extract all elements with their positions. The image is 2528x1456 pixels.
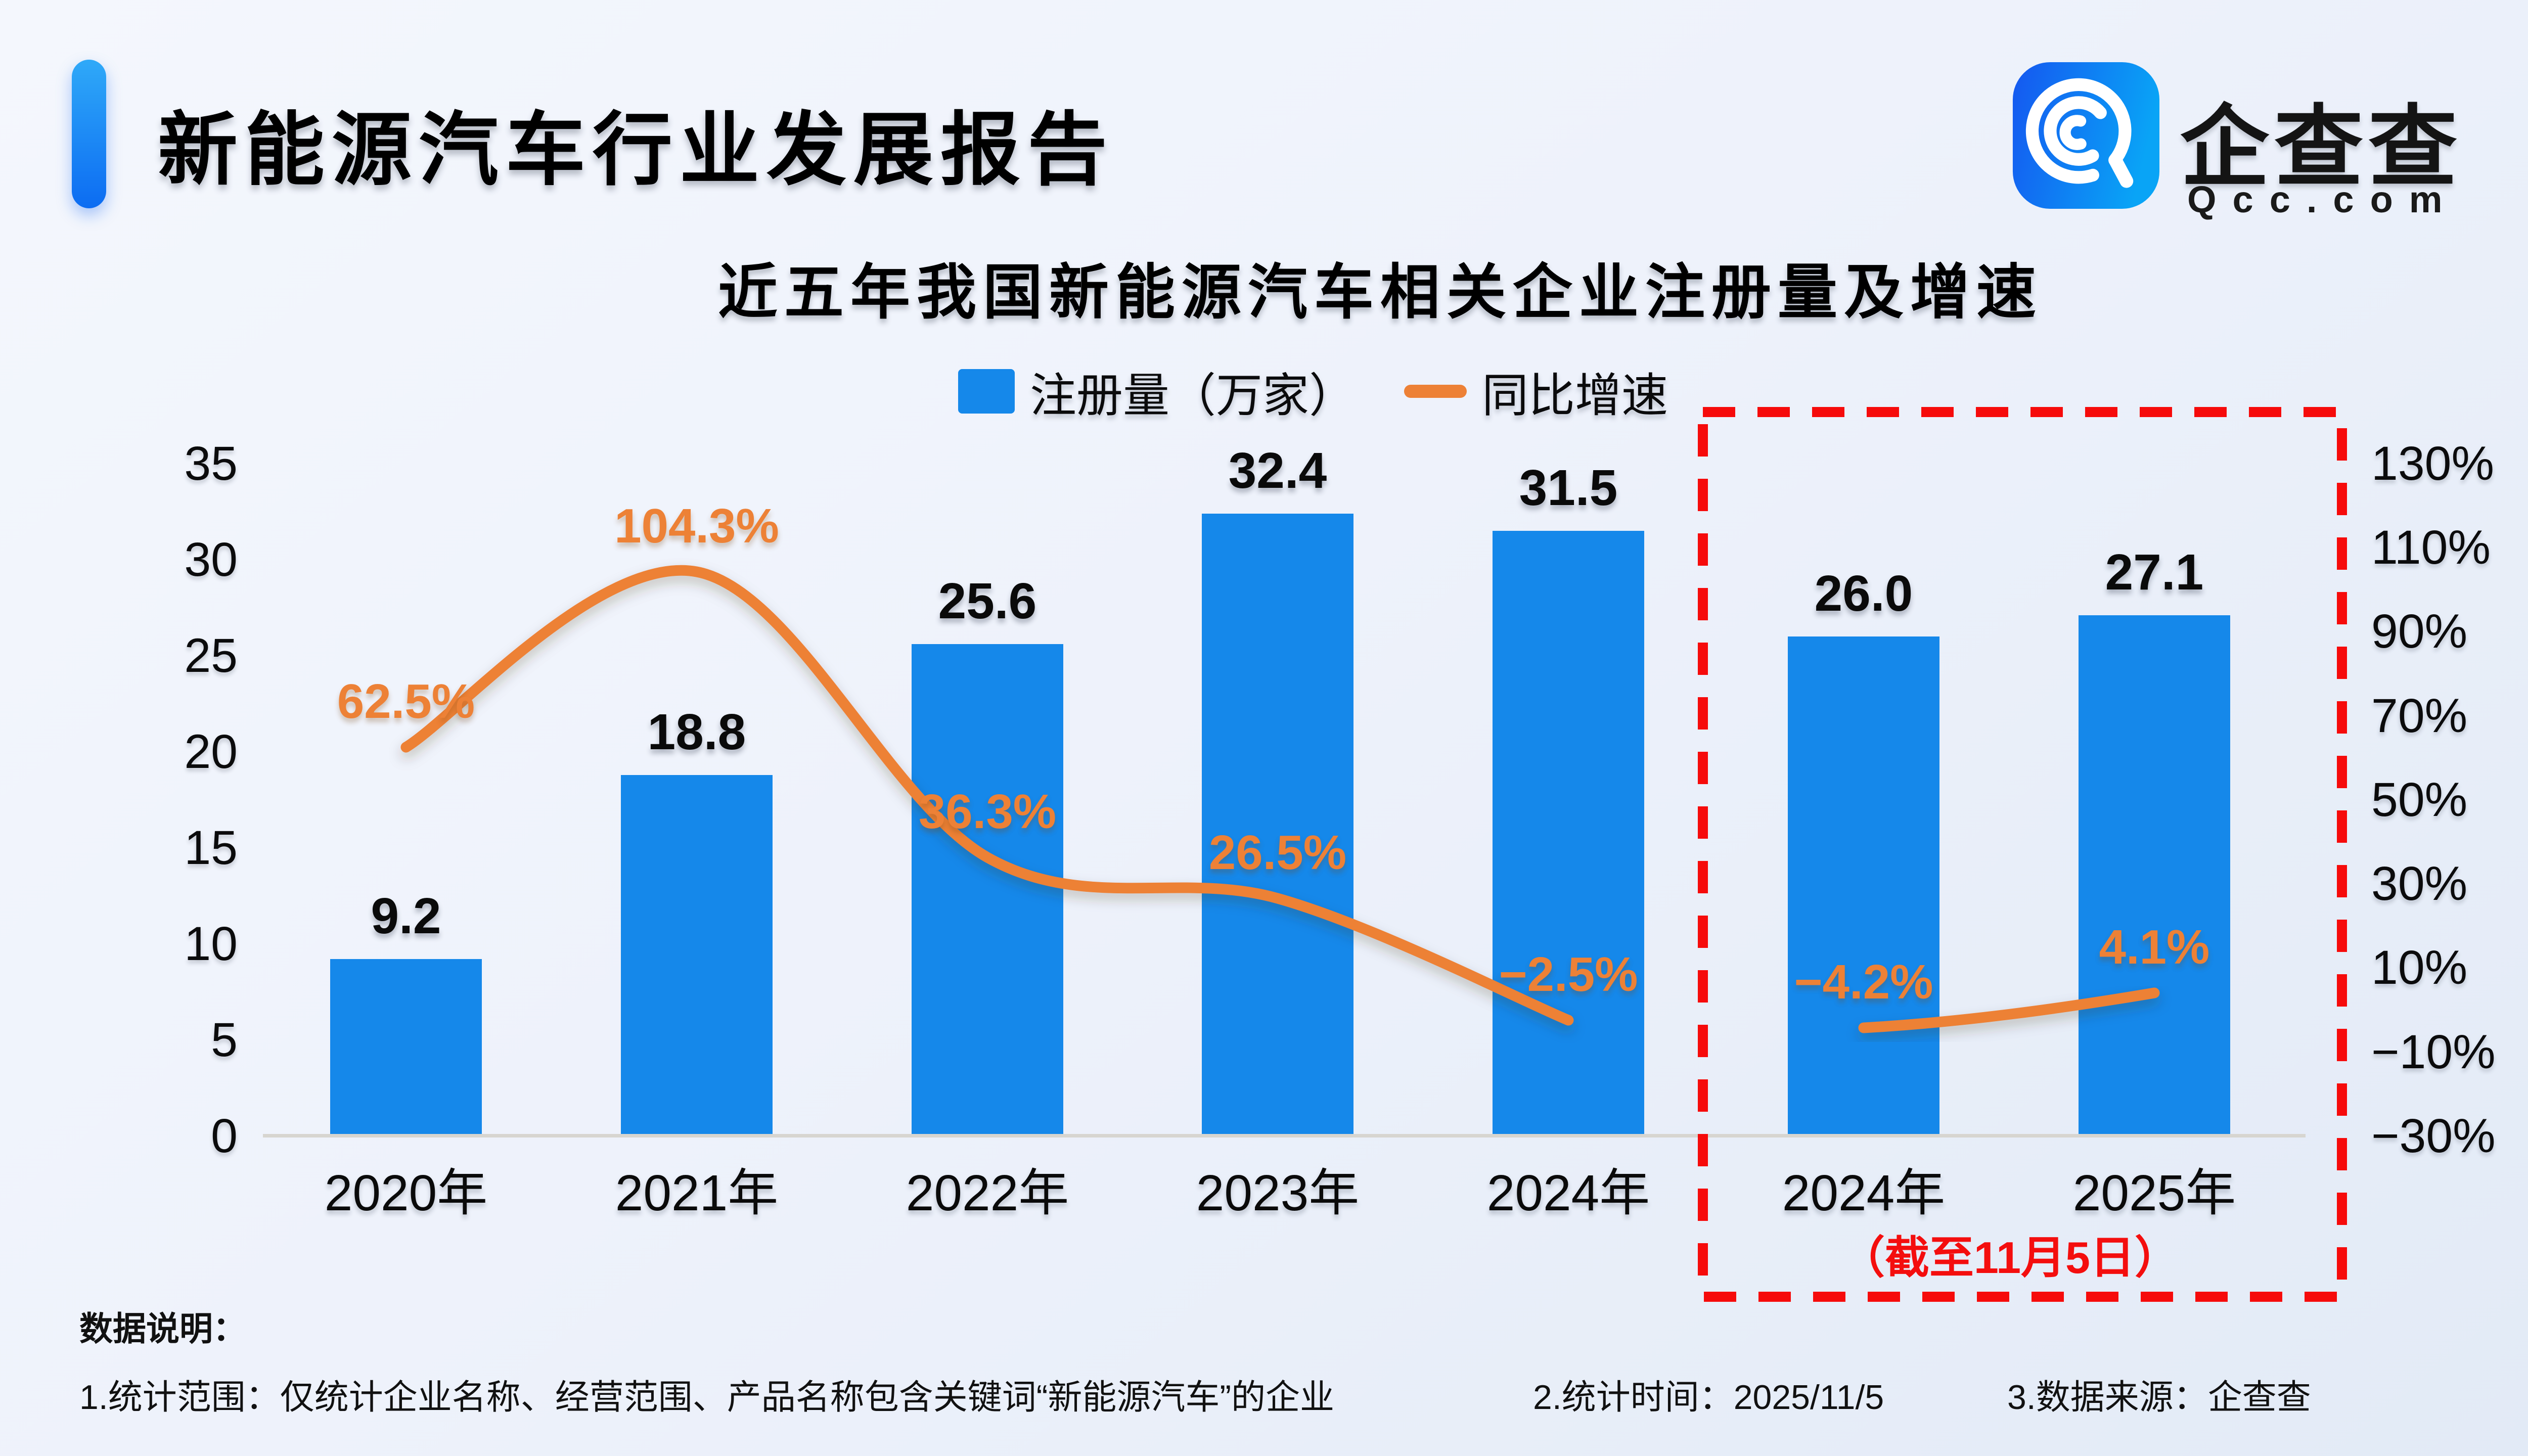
bar-2023 (1202, 514, 1353, 1136)
left-axis-tick: 25 (184, 629, 238, 682)
legend-line-label: 同比增速 (1482, 370, 1668, 422)
bar-value-label: 9.2 (371, 888, 441, 944)
growth-label: 4.1% (2099, 920, 2210, 974)
left-axis-tick: 0 (211, 1109, 238, 1163)
logo-wordmark: 企查查 (2180, 98, 2463, 197)
x-axis-label: 2025年 (2072, 1165, 2236, 1221)
bar-2021 (621, 775, 773, 1136)
page-title: 新能源汽车行业发展报告 (158, 106, 1114, 195)
right-axis-tick: −10% (2371, 1025, 2496, 1079)
x-axis-label: 2022年 (906, 1165, 1069, 1221)
bar-2025-ytd (2079, 615, 2230, 1136)
qcc-logo-icon (2011, 61, 2161, 210)
legend-bar-label: 注册量（万家） (1030, 370, 1356, 422)
right-axis-tick: 90% (2371, 605, 2468, 658)
x-axis-label: 2021年 (615, 1165, 779, 1221)
left-axis-tick: 5 (211, 1013, 238, 1067)
right-axis-tick: 70% (2371, 689, 2468, 743)
right-axis-tick: 110% (2371, 521, 2491, 574)
bar-2020 (330, 959, 482, 1136)
growth-label: 26.5% (1208, 826, 1347, 880)
right-axis-tick: −30% (2371, 1109, 2496, 1163)
legend-bar-swatch-icon (958, 369, 1015, 414)
left-axis-tick: 35 (184, 437, 238, 490)
growth-label: −4.2% (1794, 955, 1933, 1009)
left-axis-tick: 15 (184, 821, 238, 875)
bar-value-label: 31.5 (1519, 460, 1618, 516)
notes-heading: 数据说明： (79, 1310, 246, 1347)
x-axis-label: 2020年 (324, 1165, 488, 1221)
logo-domain: Qcc.com (2187, 178, 2459, 220)
bar-2024 (1493, 531, 1644, 1136)
note-scope: 1.统计范围：仅统计企业名称、经营范围、产品名称包含关键词“新能源汽车”的企业 (79, 1378, 1335, 1417)
title-accent-bar (72, 60, 106, 208)
legend-line-swatch-icon (1404, 385, 1467, 398)
bar-value-label: 25.6 (938, 573, 1037, 629)
x-axis-label: 2024年 (1486, 1165, 1650, 1221)
bar-value-label: 18.8 (647, 704, 746, 760)
bar-value-label: 26.0 (1814, 565, 1913, 622)
left-axis-tick: 10 (184, 917, 238, 971)
note-time: 2.统计时间：2025/11/5 (1533, 1378, 1884, 1417)
bar-value-label: 32.4 (1228, 442, 1327, 499)
x-axis-line (263, 1134, 2306, 1138)
right-axis-tick: 130% (2371, 437, 2494, 490)
left-axis-tick: 20 (184, 725, 238, 779)
x-axis-label: 2023年 (1196, 1165, 1360, 1221)
growth-label: −2.5% (1499, 947, 1638, 1002)
chart-title: 近五年我国新能源汽车相关企业注册量及增速 (717, 259, 2043, 326)
bar-2022 (912, 644, 1063, 1136)
left-axis-tick: 30 (184, 533, 238, 586)
bar-2024-ytd (1788, 636, 1939, 1136)
bar-value-label: 27.1 (2105, 544, 2204, 601)
chart-legend: 注册量（万家） 同比增速 (958, 363, 1668, 422)
right-axis-tick: 50% (2371, 773, 2468, 827)
right-axis-tick: 10% (2371, 941, 2468, 994)
note-source: 3.数据来源：企查查 (2007, 1378, 2311, 1417)
growth-label: 62.5% (337, 674, 475, 729)
highlight-box-caption: （截至11月5日） (1840, 1233, 2179, 1283)
growth-label: 36.3% (918, 785, 1057, 839)
right-axis-tick: 30% (2371, 857, 2468, 911)
growth-label: 104.3% (614, 499, 779, 553)
x-axis-label: 2024年 (1782, 1165, 1946, 1221)
